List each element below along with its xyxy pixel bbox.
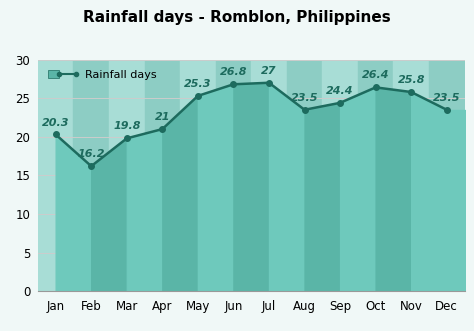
Bar xyxy=(393,60,429,291)
Text: 26.8: 26.8 xyxy=(219,67,247,77)
Text: 25.8: 25.8 xyxy=(397,75,425,85)
Bar xyxy=(73,60,109,291)
Bar xyxy=(429,60,465,291)
Bar xyxy=(251,60,287,291)
Text: 23.5: 23.5 xyxy=(291,93,319,103)
Text: 24.4: 24.4 xyxy=(326,86,354,96)
Text: 21: 21 xyxy=(155,112,170,122)
Bar xyxy=(145,60,180,291)
Bar xyxy=(180,60,216,291)
Text: 27: 27 xyxy=(261,66,277,76)
Text: 20.3: 20.3 xyxy=(42,118,70,127)
Text: 16.2: 16.2 xyxy=(77,149,105,159)
Bar xyxy=(287,60,322,291)
Text: 23.5: 23.5 xyxy=(433,93,461,103)
Bar xyxy=(358,60,393,291)
Text: 25.3: 25.3 xyxy=(184,79,212,89)
Text: 19.8: 19.8 xyxy=(113,121,141,131)
Bar xyxy=(322,60,358,291)
Bar xyxy=(216,60,251,291)
Text: 26.4: 26.4 xyxy=(362,71,390,80)
Text: Rainfall days - Romblon, Philippines: Rainfall days - Romblon, Philippines xyxy=(83,10,391,25)
Bar xyxy=(38,60,73,291)
Bar xyxy=(109,60,145,291)
Legend: Rainfall days: Rainfall days xyxy=(44,65,161,84)
